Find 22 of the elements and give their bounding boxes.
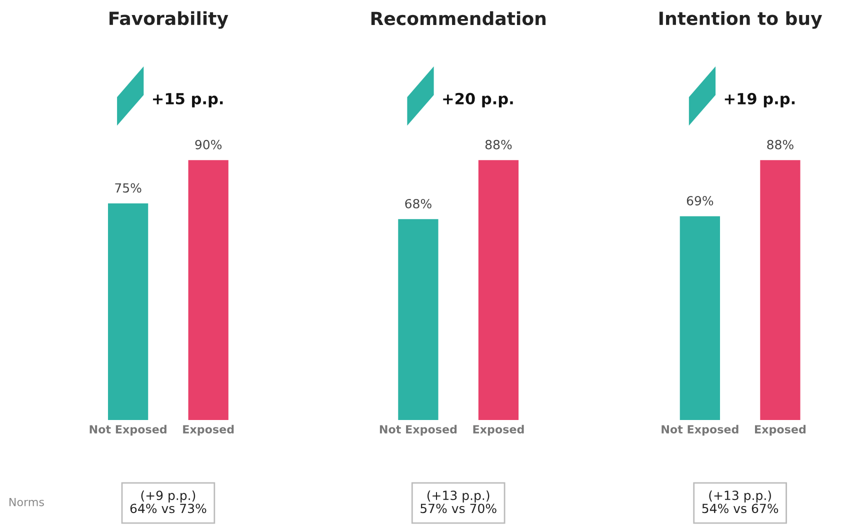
data-label: 68% <box>405 198 432 208</box>
x-tick-label: Not Exposed <box>380 424 457 436</box>
text: (+13 p.p.) 57% vs 70% <box>420 490 496 514</box>
x-tick-label: Exposed <box>183 424 234 436</box>
x-tick-label: Not Exposed <box>662 424 738 436</box>
text: (+13 p.p.) 54% vs 67% <box>702 490 778 514</box>
x-tick-label: Exposed <box>473 424 524 436</box>
data-label: 69% <box>686 196 714 206</box>
data-label: 75% <box>115 183 142 193</box>
x-tick-label: Exposed <box>755 424 806 436</box>
x-tick-label: Not Exposed <box>90 424 166 436</box>
text: +19 p.p. <box>724 92 795 108</box>
text: +15 p.p. <box>153 93 223 108</box>
text: Norms <box>10 498 44 506</box>
data-label: 90% <box>195 140 222 150</box>
chart-title: Recommendation <box>371 11 546 26</box>
chart-title: Favorability <box>110 11 228 29</box>
chart-title: Intention to buy <box>659 11 822 29</box>
text: +20 p.p. <box>443 92 513 108</box>
data-label: 88% <box>485 140 512 150</box>
data-label: 88% <box>767 140 794 150</box>
text: (+9 p.p.) 64% vs 73% <box>130 490 206 514</box>
